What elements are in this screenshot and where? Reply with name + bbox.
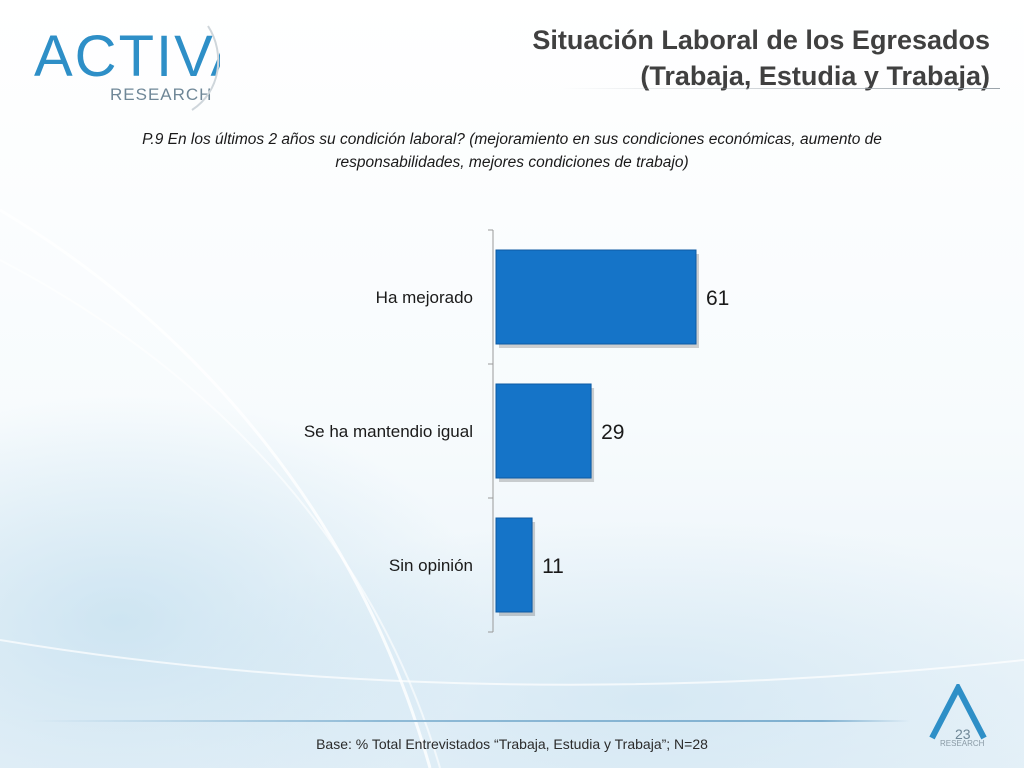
question-text: P.9 En los últimos 2 años su condición l… <box>40 128 984 174</box>
title-line-1: Situación Laboral de los Egresados <box>532 25 990 55</box>
page-number: 23 <box>955 726 971 742</box>
page-title: Situación Laboral de los Egresados (Trab… <box>532 22 990 94</box>
value-label: 29 <box>601 421 624 444</box>
bar-2 <box>495 517 533 613</box>
svg-text:RESEARCH: RESEARCH <box>940 739 985 748</box>
mini-logo: RESEARCH <box>926 681 998 755</box>
question-line-1: P.9 En los últimos 2 años su condición l… <box>142 131 882 148</box>
base-note: Base: % Total Entrevistados “Trabaja, Es… <box>316 736 708 752</box>
value-label: 11 <box>542 555 564 578</box>
title-divider <box>560 88 1000 89</box>
bar-0 <box>495 249 697 345</box>
activa-research-logo: ACTIVA RESEARCH <box>30 14 249 119</box>
category-label: Ha mejorado <box>376 288 473 307</box>
bar-1 <box>495 383 592 479</box>
title-line-2: (Trabaja, Estudia y Trabaja) <box>640 61 990 91</box>
footer-divider <box>30 720 910 722</box>
value-label: 61 <box>706 287 729 310</box>
category-label: Sin opinión <box>389 556 473 575</box>
category-label: Se ha mantendio igual <box>304 422 473 441</box>
question-line-2: responsabilidades, mejores condiciones d… <box>335 154 689 171</box>
svg-text:RESEARCH: RESEARCH <box>110 85 212 104</box>
